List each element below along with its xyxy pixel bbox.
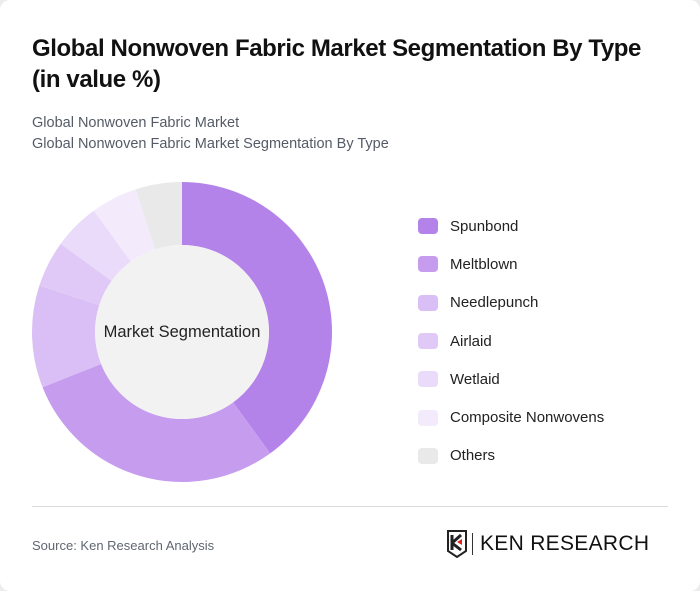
logo-separator — [472, 533, 473, 555]
chart-legend: Spunbond Meltblown Needlepunch Airlaid Wetla… — [418, 207, 604, 475]
donut-slice-needlepunch[interactable] — [32, 285, 102, 388]
legend-swatch-icon — [418, 409, 438, 426]
legend-item-spunbond[interactable]: Spunbond — [418, 207, 604, 245]
legend-item-meltblown[interactable]: Meltblown — [418, 245, 604, 283]
ken-research-shield-icon — [447, 530, 467, 558]
legend-label: Composite Nonwovens — [450, 409, 605, 427]
donut-slice-composite-nonwovens[interactable] — [93, 189, 156, 262]
donut-chart: Market Segmentation — [30, 180, 334, 484]
legend-swatch-icon — [418, 294, 438, 311]
source-note: Source: Ken Research Analysis — [32, 538, 215, 553]
legend-swatch-icon — [418, 333, 438, 350]
donut-slice-wetlaid[interactable] — [60, 210, 131, 281]
subtitle-line-2: Global Nonwoven Fabric Market Segmentati… — [32, 136, 389, 152]
legend-label: Spunbond — [450, 217, 519, 235]
donut-hole — [95, 245, 269, 419]
legend-label: Needlepunch — [450, 294, 539, 312]
ken-research-logo: KEN RESEARCH — [446, 529, 649, 559]
legend-item-wetlaid[interactable]: Wetlaid — [418, 360, 604, 398]
logo-text: KEN RESEARCH — [480, 532, 650, 555]
donut-slice-spunbond[interactable] — [182, 182, 332, 454]
legend-swatch-icon — [418, 256, 438, 273]
donut-slice-others[interactable] — [135, 182, 182, 250]
legend-item-airlaid[interactable]: Airlaid — [418, 322, 604, 360]
legend-item-needlepunch[interactable]: Needlepunch — [418, 284, 604, 322]
donut-chart-svg — [32, 182, 332, 482]
footer-divider — [32, 506, 668, 507]
legend-swatch-icon — [418, 371, 438, 388]
legend-item-composite-nonwovens[interactable]: Composite Nonwovens — [418, 398, 604, 436]
chart-title: Global Nonwoven Fabric Market Segmentati… — [32, 35, 642, 93]
legend-label: Others — [450, 447, 496, 465]
subtitle-line-1: Global Nonwoven Fabric Market — [32, 115, 240, 131]
legend-label: Meltblown — [450, 255, 518, 273]
legend-swatch-icon — [418, 218, 438, 235]
donut-slice-airlaid[interactable] — [39, 243, 112, 306]
legend-swatch-icon — [418, 447, 438, 464]
legend-item-others[interactable]: Others — [418, 437, 604, 475]
donut-slice-meltblown[interactable] — [42, 364, 271, 482]
legend-label: Wetlaid — [450, 370, 500, 388]
donut-center-label: Market Segmentation — [103, 322, 261, 341]
chart-subtitle: Global Nonwoven Fabric Market Global Non… — [32, 113, 389, 155]
legend-label: Airlaid — [450, 332, 492, 350]
